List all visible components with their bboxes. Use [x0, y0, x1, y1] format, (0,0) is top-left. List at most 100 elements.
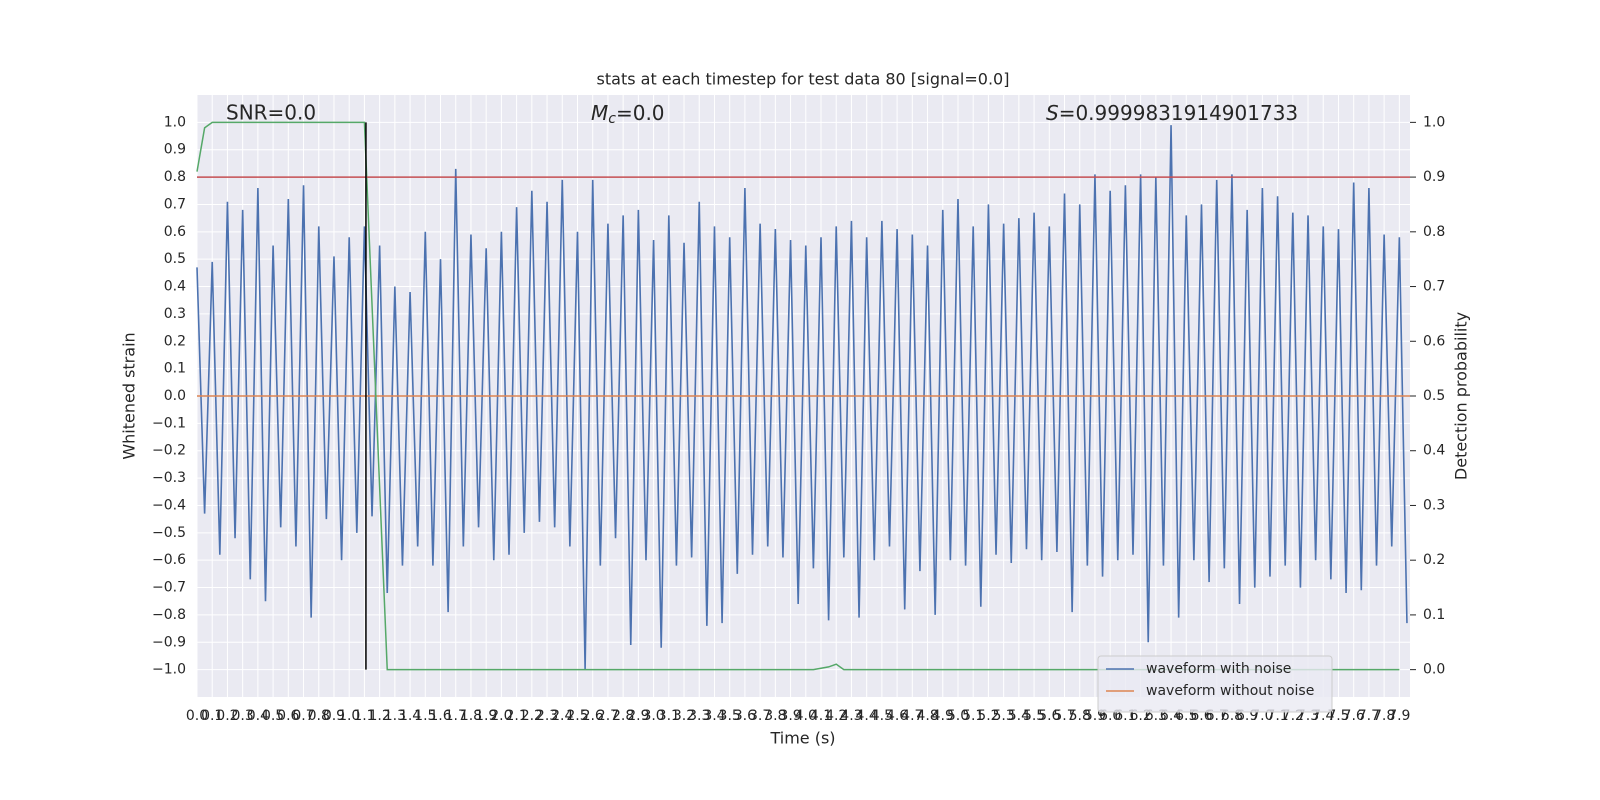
- y-tick-label: −0.3: [152, 470, 186, 486]
- y-tick-label: 0.1: [164, 361, 186, 377]
- y-tick-label: 0.2: [164, 333, 186, 349]
- x-tick-label: 3.7: [749, 708, 771, 724]
- annotation: SNR=0.0: [226, 101, 316, 125]
- x-tick-label: 2.8: [612, 708, 634, 724]
- x-tick-label: 7.5: [1327, 708, 1349, 724]
- y-tick-label: 0.7: [164, 196, 186, 212]
- annotation: Mc=0.0: [591, 101, 665, 128]
- x-tick-label: 5.3: [993, 708, 1015, 724]
- y-tick-label: 1.0: [164, 114, 186, 130]
- x-tick-label: 2.9: [627, 708, 649, 724]
- x-tick-label: 1.6: [429, 708, 451, 724]
- y-tick-label: −0.1: [152, 415, 186, 431]
- y2-axis-label: Detection probability: [1452, 312, 1471, 480]
- x-tick-label: 7.9: [1388, 708, 1410, 724]
- x-tick-label: 1.9: [475, 708, 497, 724]
- legend-label: waveform without noise: [1146, 683, 1314, 699]
- x-tick-label: 0.1: [201, 708, 223, 724]
- x-tick-label: 4.0: [795, 708, 817, 724]
- x-tick-label: 5.8: [1069, 708, 1091, 724]
- x-tick-label: 1.4: [399, 708, 421, 724]
- series-line: [196, 125, 1408, 670]
- x-tick-label: 2.6: [582, 708, 604, 724]
- x-tick-label: 5.7: [1053, 708, 1075, 724]
- series-line: [196, 121, 1400, 671]
- annotation: S=0.9999831914901733: [1046, 101, 1298, 125]
- y2-tick-label: 0.3: [1423, 497, 1445, 513]
- x-tick-label: 7.6: [1343, 708, 1365, 724]
- x-tick-label: 4.1: [810, 708, 832, 724]
- y-tick-label: −0.5: [152, 525, 186, 541]
- x-tick-label: 7.8: [1373, 708, 1395, 724]
- y-tick-label: 0.5: [164, 251, 186, 267]
- y-tick-label: 0.3: [164, 306, 186, 322]
- x-tick-label: 4.5: [871, 708, 893, 724]
- y2-tick-label: 0.4: [1423, 443, 1445, 459]
- y-tick-label: 0.4: [164, 279, 186, 295]
- y-tick-label: 0.8: [164, 169, 186, 185]
- x-tick-label: 1.5: [414, 708, 436, 724]
- x-tick-label: 4.4: [856, 708, 878, 724]
- x-tick-label: 2.5: [566, 708, 588, 724]
- x-tick-label: 2.2: [521, 708, 543, 724]
- y-tick-label: −0.6: [152, 552, 186, 568]
- y-tick-label: −1.0: [152, 662, 186, 678]
- y-tick-label: −0.7: [152, 580, 186, 596]
- x-tick-label: 3.1: [658, 708, 680, 724]
- y2-tick-label: 0.9: [1423, 169, 1445, 185]
- x-tick-label: 5.5: [1023, 708, 1045, 724]
- x-tick-label: 1.3: [384, 708, 406, 724]
- x-tick-label: 3.0: [642, 708, 664, 724]
- x-tick-label: 1.2: [369, 708, 391, 724]
- x-tick-label: 5.0: [947, 708, 969, 724]
- y2-tick-label: 0.0: [1423, 662, 1445, 678]
- x-tick-label: 3.3: [688, 708, 710, 724]
- x-tick-label: 4.3: [840, 708, 862, 724]
- x-tick-label: 5.2: [977, 708, 999, 724]
- x-tick-label: 4.2: [825, 708, 847, 724]
- x-tick-label: 0.2: [216, 708, 238, 724]
- x-tick-label: 4.9: [932, 708, 954, 724]
- x-tick-label: 0.0: [186, 708, 208, 724]
- x-tick-label: 3.2: [673, 708, 695, 724]
- x-tick-label: 3.8: [764, 708, 786, 724]
- y-tick-label: 0.9: [164, 142, 186, 158]
- x-tick-label: 0.3: [232, 708, 254, 724]
- x-tick-label: 3.4: [703, 708, 725, 724]
- x-tick-label: 1.8: [460, 708, 482, 724]
- x-tick-label: 4.8: [916, 708, 938, 724]
- x-tick-label: 0.7: [292, 708, 314, 724]
- x-tick-label: 3.9: [779, 708, 801, 724]
- y2-tick-label: 0.7: [1423, 279, 1445, 295]
- x-tick-label: 5.4: [1008, 708, 1030, 724]
- x-tick-label: 1.7: [445, 708, 467, 724]
- y-tick-label: −0.9: [152, 634, 186, 650]
- y-tick-label: −0.4: [152, 497, 186, 513]
- x-tick-label: 0.9: [323, 708, 345, 724]
- y2-tick-label: 1.0: [1423, 114, 1445, 130]
- y2-tick-label: 0.5: [1423, 388, 1445, 404]
- x-tick-label: 4.7: [901, 708, 923, 724]
- chart-title: stats at each timestep for test data 80 …: [597, 70, 1010, 89]
- y2-tick-label: 0.8: [1423, 224, 1445, 240]
- x-tick-label: 7.7: [1358, 708, 1380, 724]
- y-axis-label: Whitened strain: [120, 332, 139, 459]
- x-tick-label: 2.1: [505, 708, 527, 724]
- x-tick-label: 4.6: [886, 708, 908, 724]
- x-tick-label: 0.8: [308, 708, 330, 724]
- y2-tick-label: 0.2: [1423, 552, 1445, 568]
- x-tick-label: 2.7: [597, 708, 619, 724]
- y2-tick-label: 0.1: [1423, 607, 1445, 623]
- legend-label: waveform with noise: [1146, 661, 1291, 677]
- x-axis-label: Time (s): [769, 729, 835, 748]
- x-tick-label: 0.5: [262, 708, 284, 724]
- x-tick-label: 2.4: [551, 708, 573, 724]
- x-tick-label: 3.6: [734, 708, 756, 724]
- x-tick-label: 3.5: [719, 708, 741, 724]
- y-tick-label: 0.6: [164, 224, 186, 240]
- x-tick-label: 0.6: [277, 708, 299, 724]
- y-tick-label: 0.0: [164, 388, 186, 404]
- x-tick-label: 2.3: [536, 708, 558, 724]
- y-tick-label: −0.2: [152, 443, 186, 459]
